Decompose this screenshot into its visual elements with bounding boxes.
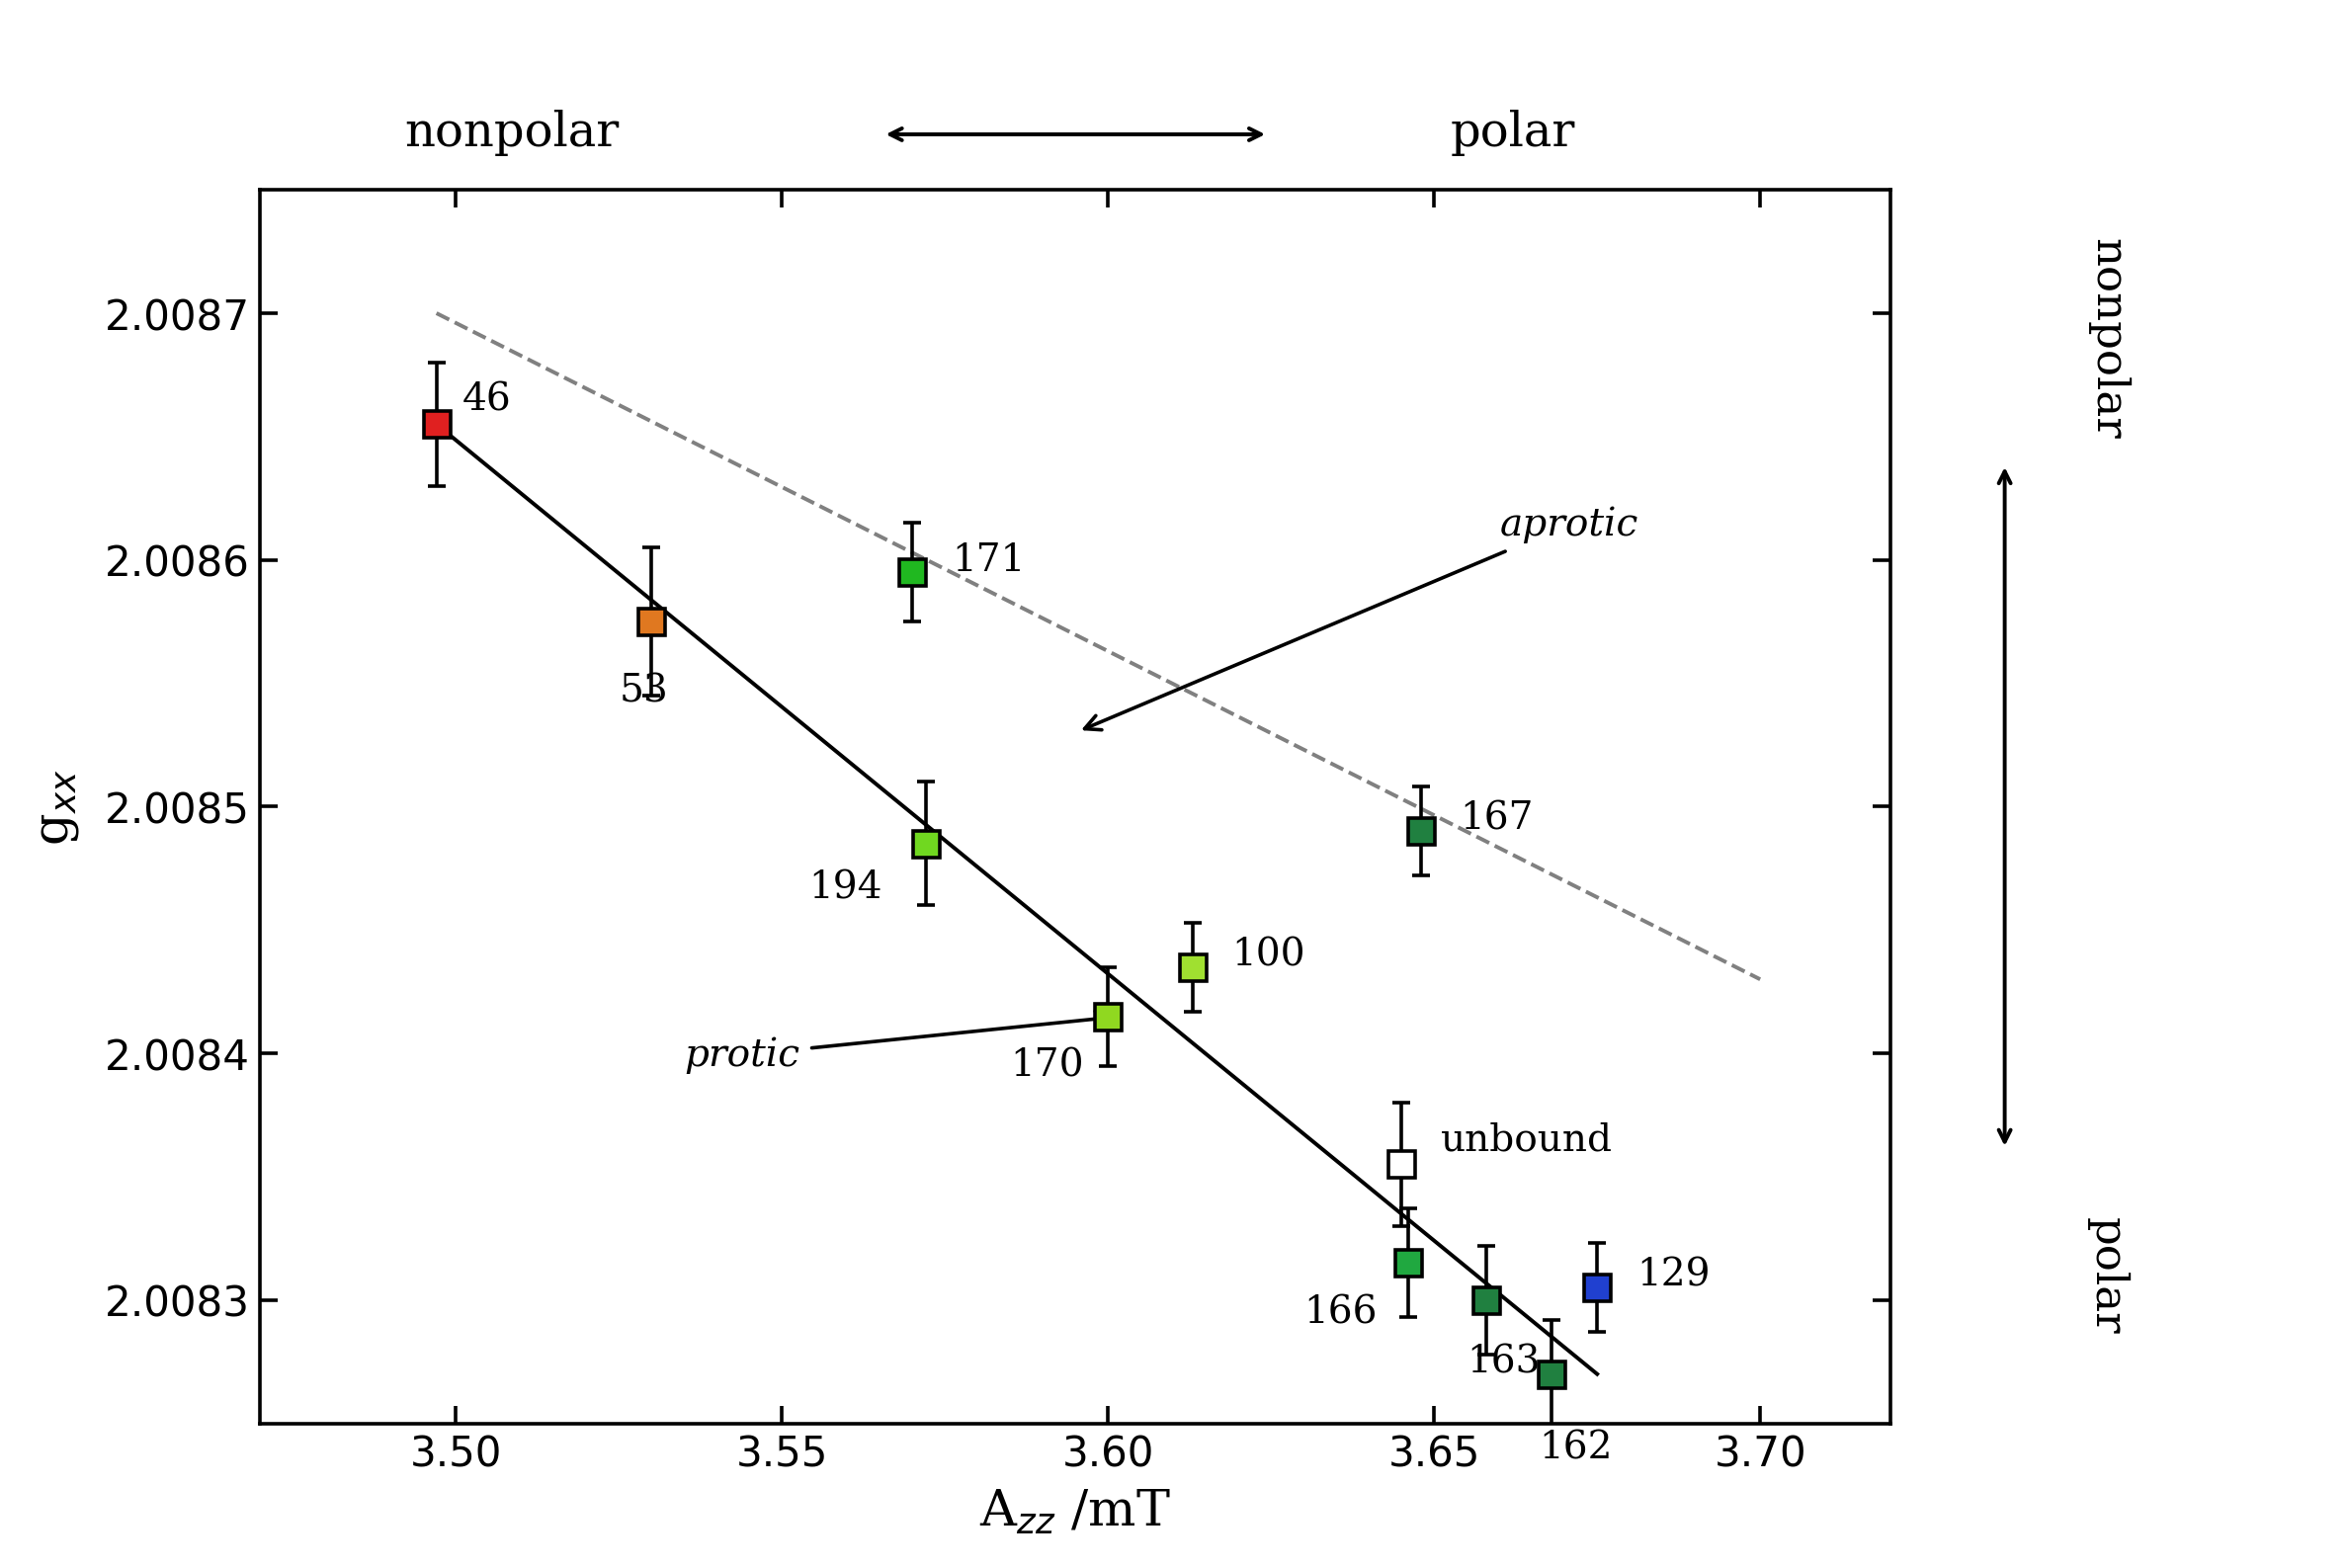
Text: 166: 166: [1303, 1294, 1378, 1331]
Text: 170: 170: [1010, 1047, 1085, 1083]
Text: 171: 171: [951, 543, 1026, 579]
Text: 167: 167: [1460, 801, 1533, 837]
Text: polar: polar: [2087, 1217, 2130, 1334]
Text: 53: 53: [620, 673, 669, 709]
Text: 162: 162: [1538, 1430, 1613, 1466]
Text: 129: 129: [1637, 1258, 1709, 1294]
Text: polar: polar: [1451, 110, 1576, 155]
Text: nonpolar: nonpolar: [2087, 238, 2130, 439]
Text: aprotic: aprotic: [1085, 506, 1639, 731]
Text: 100: 100: [1233, 936, 1305, 974]
Text: 194: 194: [808, 870, 883, 906]
Y-axis label: g$_{xx}$: g$_{xx}$: [33, 768, 80, 845]
X-axis label: A$_{zz}$ /mT: A$_{zz}$ /mT: [979, 1486, 1172, 1537]
Text: unbound: unbound: [1442, 1121, 1613, 1159]
Text: protic: protic: [683, 1011, 1111, 1074]
Text: 163: 163: [1468, 1344, 1540, 1380]
Text: 46: 46: [463, 381, 512, 419]
Text: nonpolar: nonpolar: [404, 110, 620, 155]
